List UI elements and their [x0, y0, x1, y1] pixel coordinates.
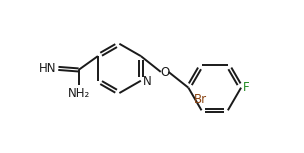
Text: Br: Br — [193, 93, 206, 106]
Text: O: O — [160, 66, 169, 79]
Text: HN: HN — [39, 62, 57, 75]
Text: NH₂: NH₂ — [67, 87, 90, 100]
Text: N: N — [142, 75, 151, 88]
Text: F: F — [244, 81, 250, 94]
